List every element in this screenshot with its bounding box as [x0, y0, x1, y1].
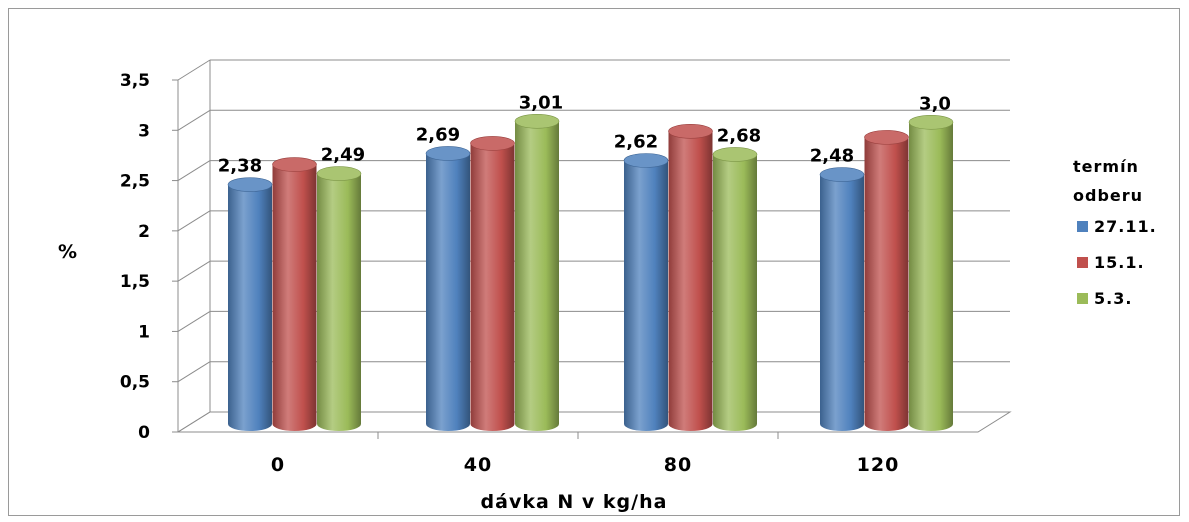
bar-top	[623, 153, 669, 168]
y-tick-label: 0	[138, 423, 150, 443]
bar	[864, 130, 909, 431]
bar-body	[515, 121, 559, 431]
y-tick-label: 3	[138, 121, 150, 141]
bar-top	[227, 177, 273, 192]
bar-body	[624, 160, 668, 431]
bar-body	[864, 137, 909, 431]
bar-body	[228, 184, 272, 431]
gridline-side	[177, 160, 211, 181]
data-labels-layer: 2,38 2,49 2,69 3,01 2,62 2,68 2,48 3,0	[218, 92, 951, 176]
bar-body	[820, 174, 864, 431]
bar-body	[317, 173, 361, 431]
legend-swatch	[1077, 221, 1088, 232]
bar-top	[272, 157, 317, 172]
bar	[623, 153, 669, 431]
bar-body	[470, 143, 515, 432]
y-axis-title: %	[58, 241, 78, 263]
data-label: 3,01	[519, 92, 563, 113]
data-label: 2,49	[321, 145, 365, 166]
y-tick-label: 2	[138, 222, 150, 242]
bar	[272, 157, 317, 432]
legend: termín odberu 27.11. 15.1. 5.3.	[1073, 157, 1157, 308]
bar	[316, 166, 362, 431]
y-tick-label: 1	[138, 322, 150, 342]
bar-body	[426, 153, 470, 431]
bar	[470, 136, 515, 432]
bar-top	[712, 147, 758, 162]
legend-swatch	[1077, 293, 1088, 304]
y-tick-label: 0,5	[120, 373, 150, 393]
data-label: 2,69	[416, 124, 460, 145]
legend-title-line1: termín	[1073, 157, 1139, 176]
x-axis-title: dávka N v kg/ha	[481, 491, 668, 513]
axis-layer: 0 0,5 1 1,5 2 2,5 3 3,5 0 40 80 120	[120, 71, 1012, 476]
x-tick-label: 40	[464, 454, 492, 476]
bar-body	[909, 122, 953, 432]
bar-top	[514, 113, 560, 129]
y-tick-label: 3,5	[120, 71, 150, 91]
bar	[227, 177, 273, 431]
gridline-side	[177, 260, 211, 282]
gridline-side	[177, 311, 211, 332]
bar	[425, 146, 471, 431]
legend-title-line2: odberu	[1073, 186, 1143, 205]
chart-floor	[176, 411, 1012, 433]
x-tick-label: 0	[271, 454, 285, 476]
data-label: 2,48	[810, 146, 854, 167]
y-tick-label: 1,5	[120, 272, 150, 292]
legend-entry: 15.1.	[1094, 253, 1145, 272]
data-label: 3,0	[919, 93, 951, 114]
bar-top	[470, 136, 515, 151]
x-tick-label: 80	[664, 454, 692, 476]
bar	[908, 114, 954, 432]
bars-layer	[227, 113, 954, 432]
gridline-side	[177, 210, 211, 232]
bar-top	[316, 166, 362, 181]
bar	[514, 113, 560, 431]
x-tick-label: 120	[857, 454, 900, 476]
bar-top	[425, 146, 471, 161]
data-label: 2,38	[218, 156, 262, 177]
gridline-side	[177, 59, 211, 81]
bar	[668, 124, 713, 431]
bar-body	[713, 154, 757, 431]
chart-frame	[8, 8, 1180, 516]
bar-top	[864, 130, 909, 145]
bar-top	[668, 124, 713, 139]
bar	[712, 147, 758, 431]
bar-body	[272, 164, 317, 432]
bar-top	[908, 114, 954, 130]
gridline-side	[177, 361, 211, 383]
data-label: 2,62	[614, 132, 658, 153]
legend-entry: 27.11.	[1094, 217, 1157, 236]
bar-top	[819, 167, 865, 182]
legend-entry: 5.3.	[1094, 289, 1132, 308]
data-label: 2,68	[717, 125, 761, 146]
bar	[819, 167, 865, 431]
y-tick-label: 2,5	[120, 172, 150, 192]
gridline-side	[177, 109, 211, 131]
legend-swatch	[1077, 257, 1088, 268]
bar-body	[668, 131, 713, 431]
